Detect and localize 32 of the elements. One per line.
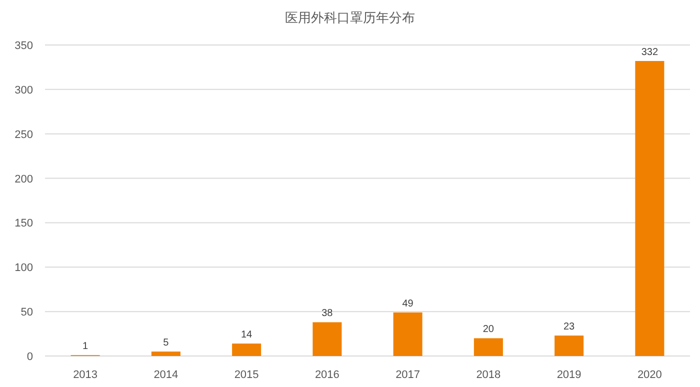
y-tick-label: 350: [14, 40, 33, 52]
x-tick-label: 2013: [73, 369, 98, 381]
data-label: 49: [402, 298, 414, 310]
y-tick-label: 200: [14, 173, 33, 186]
bar: [554, 336, 584, 356]
y-tick-label: 300: [14, 84, 33, 96]
data-label: 38: [322, 308, 334, 320]
bar: [151, 352, 180, 356]
x-tick-label: 2019: [556, 369, 582, 381]
x-tick-label: 2017: [396, 369, 420, 381]
y-tick-label: 100: [14, 262, 33, 274]
bar: [312, 322, 342, 356]
bar: [232, 344, 262, 356]
x-tick-label: 2018: [476, 369, 501, 381]
bar: [393, 312, 422, 356]
x-tick-label: 2015: [234, 369, 259, 381]
y-tick-label: 250: [14, 128, 33, 141]
x-tick-label: 2014: [154, 369, 178, 381]
bar: [635, 60, 664, 356]
data-label: 20: [482, 324, 494, 336]
y-tick-label: 150: [14, 218, 33, 230]
y-tick-label: 50: [20, 306, 33, 319]
data-label: 5: [163, 338, 170, 349]
data-label: 23: [564, 322, 576, 333]
x-tick-label: 2016: [314, 369, 340, 381]
bar: [474, 338, 503, 356]
data-label: 332: [641, 46, 658, 58]
x-tick-label: 2020: [637, 369, 662, 381]
data-label: 1: [82, 341, 89, 352]
y-tick-label: 0: [26, 351, 33, 363]
data-label: 14: [241, 330, 253, 341]
chart-title: 医用外科口罩历年分布: [285, 10, 415, 25]
